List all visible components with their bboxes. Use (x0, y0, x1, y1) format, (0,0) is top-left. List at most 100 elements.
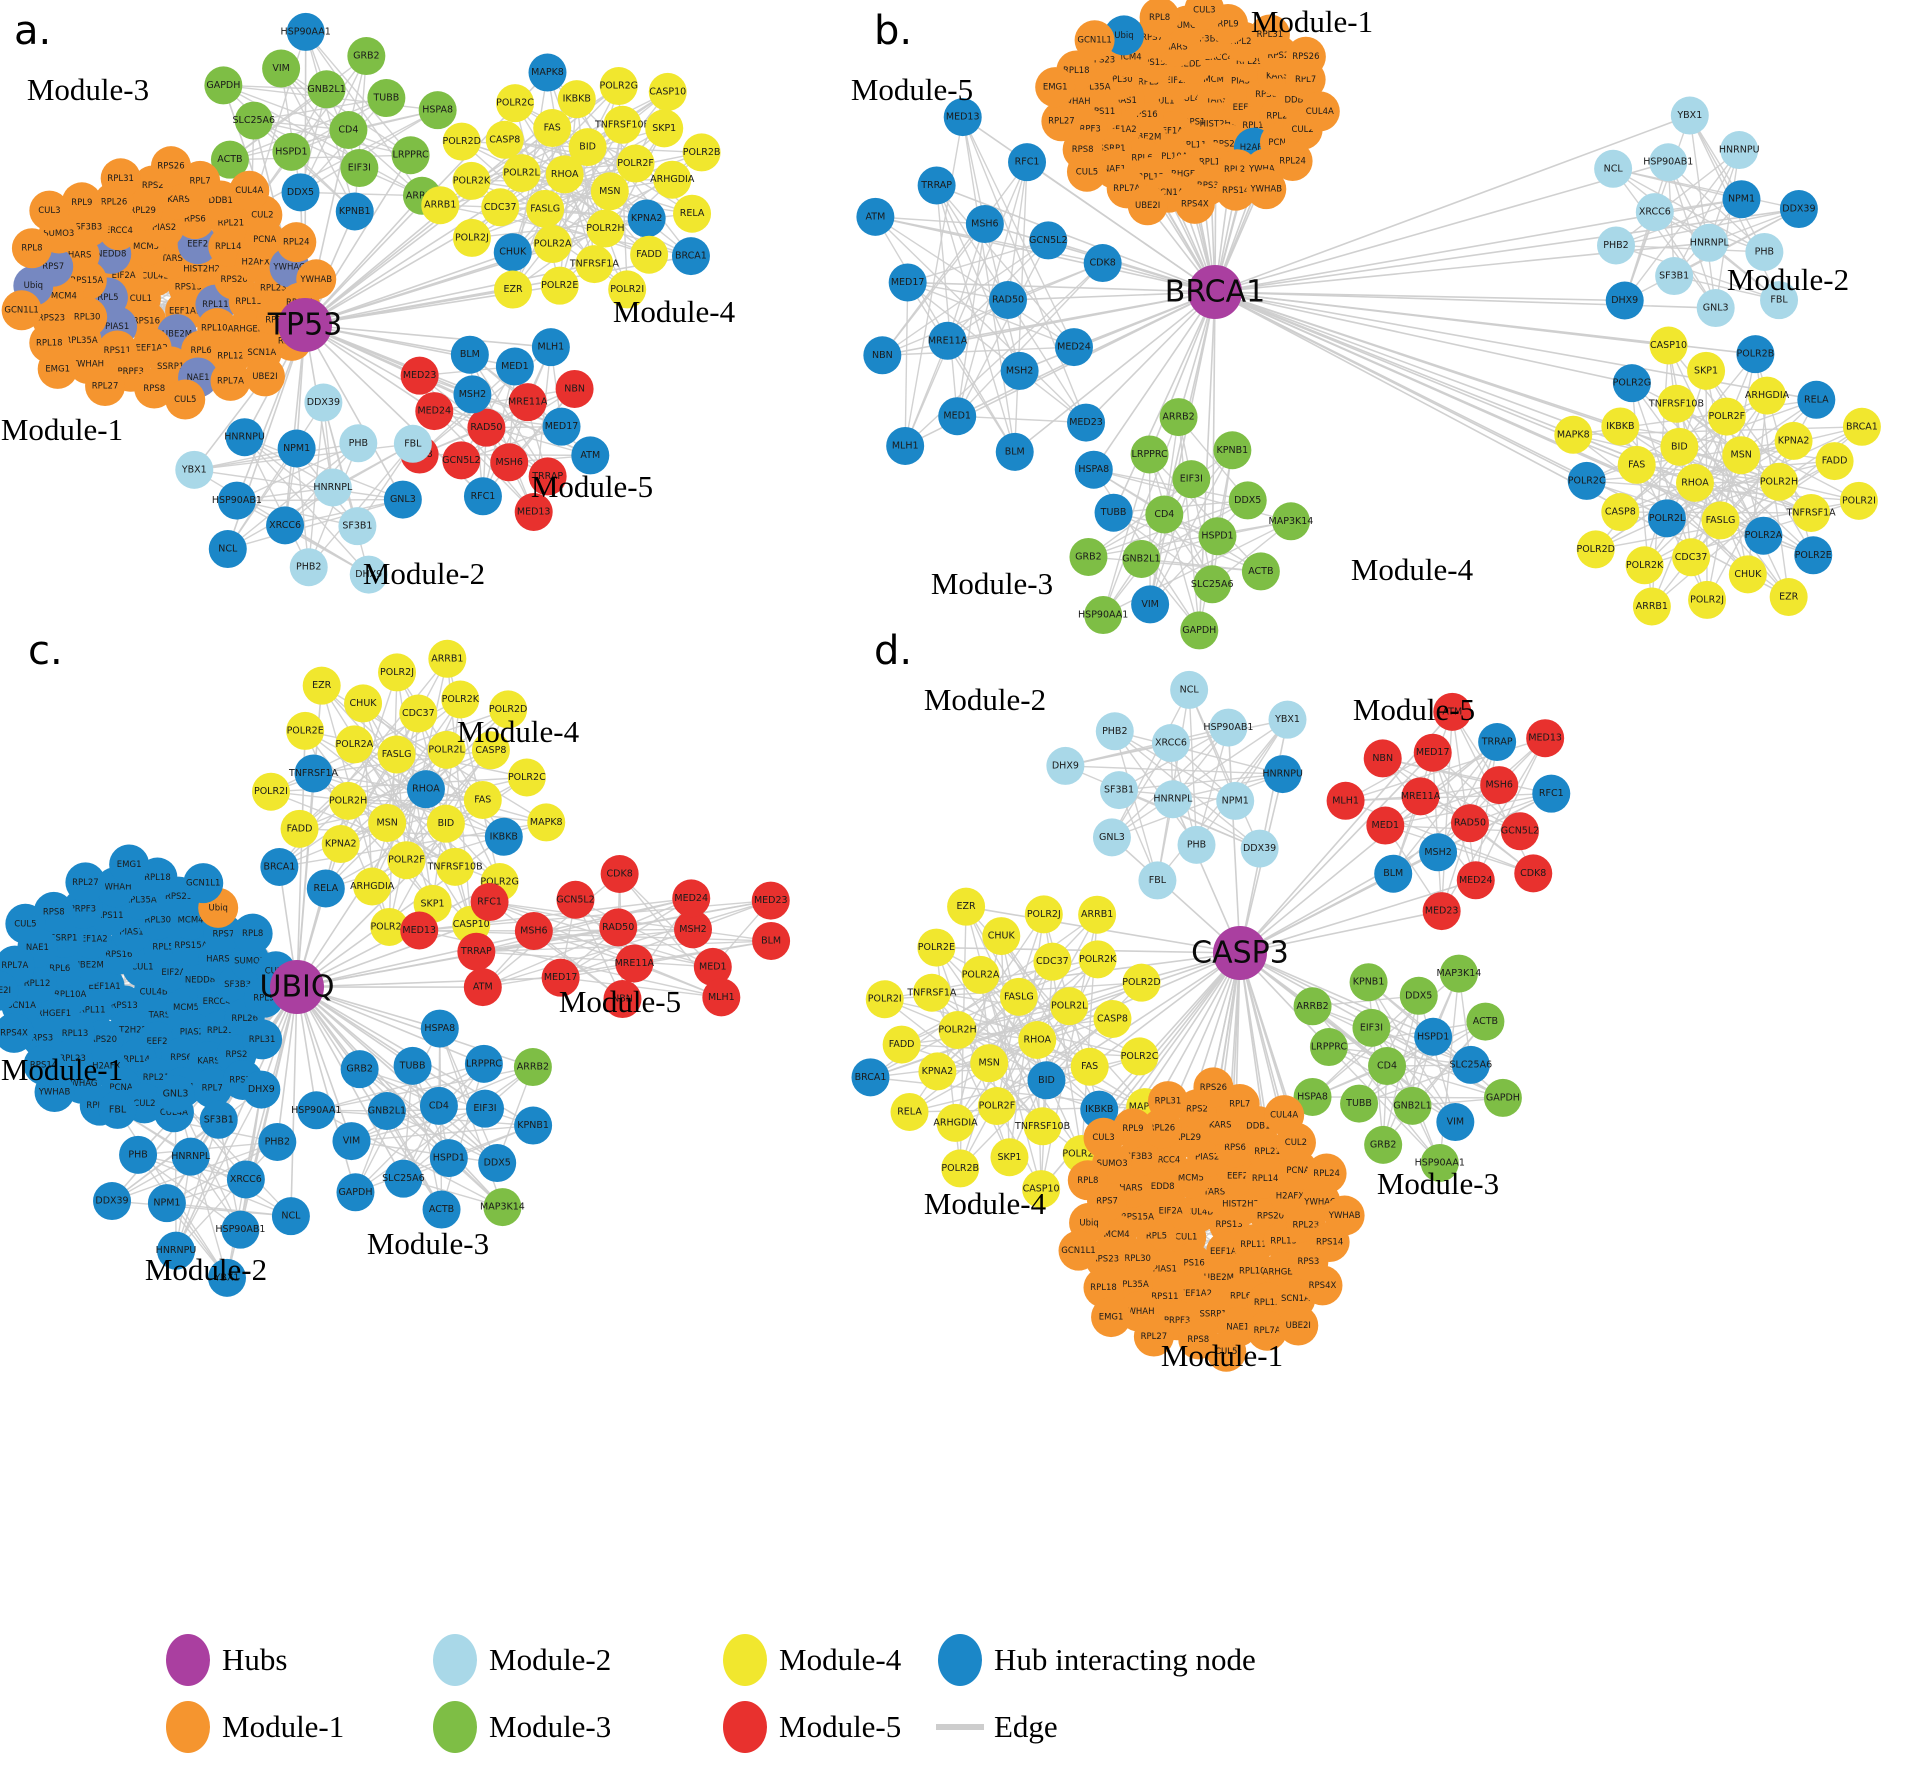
gene-node-label: PRPF3 (1164, 1316, 1190, 1326)
gene-node-label: RPS23 (38, 313, 65, 323)
gene-node-label: TUBB (1100, 507, 1127, 518)
gene-node-label: HSP90AB1 (215, 1224, 265, 1235)
gene-node-label: PRPF3 (70, 904, 96, 914)
gene-node (1302, 1265, 1343, 1306)
edge (1615, 244, 1765, 253)
gene-node-label: RPS6 (170, 1053, 192, 1063)
gene-node-label: GNB2L1 (1393, 1100, 1431, 1111)
gene-node (682, 133, 721, 172)
gene-node (514, 492, 553, 531)
gene-node-label: EIF3I (348, 163, 371, 174)
edge (1689, 115, 1765, 253)
module-label: Module-4 (457, 714, 580, 749)
gene-node-label: MAP3K14 (480, 1202, 525, 1213)
module-label: Module-2 (363, 556, 485, 591)
gene-node (556, 880, 595, 919)
gene-node-label: RPL8 (21, 244, 42, 254)
gene-node (1249, 14, 1290, 55)
gene-node-label: RPL30 (1106, 75, 1133, 85)
gene-node (495, 347, 534, 386)
edge (295, 448, 310, 568)
edge (243, 436, 310, 568)
gene-node (1349, 963, 1388, 1002)
gene-node-label: RPL5 (1138, 78, 1159, 88)
edge (1111, 689, 1190, 838)
gene-node-label: ARHGEF1 (1165, 170, 1205, 180)
gene-node (349, 555, 388, 594)
gene-node (1601, 407, 1640, 446)
edge (1667, 345, 1790, 598)
gene-node (1707, 397, 1746, 436)
gene-node-label: KPNB1 (1217, 445, 1249, 456)
gene-node-label: MED23 (1069, 417, 1103, 428)
gene-node (1094, 493, 1133, 532)
gene-node (208, 530, 247, 569)
gene-node (1363, 739, 1402, 778)
hub-edge (1089, 952, 1241, 1068)
gene-node (1285, 36, 1326, 77)
gene-node (415, 392, 454, 431)
gene-node (1594, 149, 1633, 188)
gene-node (204, 66, 243, 105)
gene-node (1728, 555, 1767, 594)
edge (936, 185, 1009, 301)
edge (1114, 731, 1159, 881)
gene-node-label: CASP10 (1023, 1184, 1060, 1195)
gene-node-label: PIAS2 (1231, 77, 1255, 87)
hub-node (1188, 265, 1242, 319)
gene-node-label: CUL1 (130, 294, 152, 304)
legend-label: Hubs (222, 1642, 287, 1677)
gene-node (1074, 450, 1113, 489)
gene-node-label: KARS (197, 1057, 220, 1067)
gene-node-label: POLR2E (1795, 550, 1832, 561)
gene-node-label: NPM1 (1728, 194, 1755, 205)
edge (194, 469, 403, 501)
gene-node-label: FADD (287, 823, 313, 834)
gene-node-label: SF3B1 (1104, 785, 1134, 796)
gene-node-label: PIAS2 (1195, 1152, 1219, 1162)
legend-swatch (433, 1634, 477, 1686)
hub-edge (1214, 291, 1669, 347)
gene-node (568, 128, 607, 167)
gene-node-label: TUBB (372, 93, 399, 104)
edge (575, 899, 714, 968)
gene-node (528, 53, 567, 92)
gene-node (453, 375, 492, 414)
gene-node-label: RPL12 (24, 979, 51, 989)
gene-node-label: KPNB1 (1353, 977, 1385, 988)
gene-node-label: GRB2 (353, 51, 380, 62)
edge (244, 436, 404, 501)
gene-node-label: CD4 (338, 125, 358, 136)
gene-node-label: RPL7A (1, 961, 28, 971)
gene-node-label: RPL14 (1242, 121, 1269, 131)
gene-node (370, 907, 409, 946)
gene-node (599, 908, 638, 947)
gene-node (481, 188, 520, 227)
gene-node-label: RPL10A (54, 990, 87, 1000)
gene-node (1000, 351, 1039, 390)
edge (1418, 995, 1457, 1123)
gene-node-label: RPL11 (1180, 140, 1207, 150)
gene-node-label: MSN (377, 817, 398, 828)
hub-edge (1239, 741, 1498, 954)
gene-node-label: POLR2H (329, 795, 367, 806)
gene-node (347, 37, 386, 76)
hub-edge (304, 173, 566, 326)
gene-node-label: BRCA1 (1846, 421, 1878, 432)
edge (386, 1110, 498, 1164)
gene-node (1792, 493, 1831, 532)
gene-node-label: ARRB1 (1636, 601, 1668, 612)
module-label: Module-3 (1377, 1166, 1499, 1201)
gene-node (851, 1058, 890, 1097)
gene-node-label: SCN1A (247, 348, 276, 358)
edge (1595, 426, 1863, 551)
gene-node-label: IKBKB (563, 94, 591, 105)
gene-node (280, 809, 319, 848)
gene-node-label: RELA (680, 208, 705, 219)
gene-node-label: TRRAP (920, 180, 952, 191)
gene-node (1147, 1081, 1188, 1122)
hub-edge (1172, 798, 1241, 954)
gene-node-label: HSPA8 (422, 105, 453, 116)
gene-node-label: YBX1 (181, 464, 207, 475)
gene-node-label: FASLG (382, 749, 412, 760)
